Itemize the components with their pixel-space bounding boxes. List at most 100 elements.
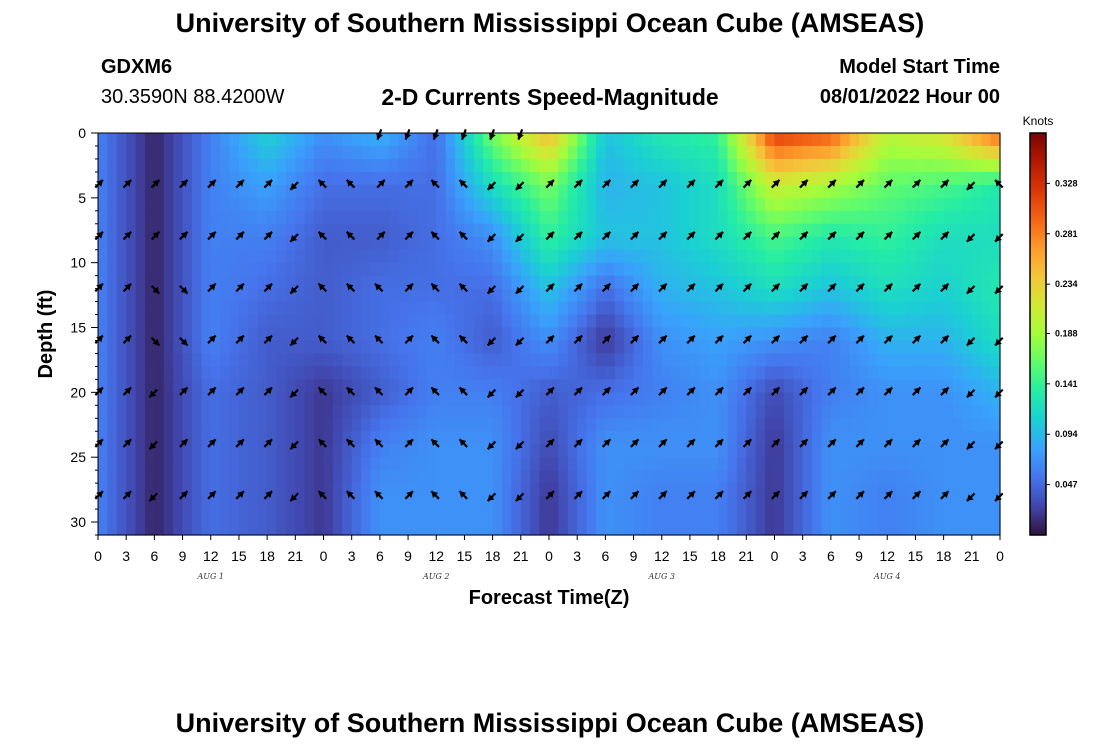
heatmap-cell [304,444,315,458]
heatmap-cell [492,275,503,290]
heatmap-cell [605,184,616,199]
heatmap-cell [116,405,127,419]
heatmap-cell [530,392,541,406]
heatmap-cell [783,262,794,277]
heatmap-cell [765,158,776,173]
heatmap-cell [605,509,616,523]
heatmap-cell [248,236,259,251]
heatmap-cell [755,288,766,303]
heatmap-cell [934,301,945,316]
heatmap-cell [549,223,559,238]
heatmap-cell [220,444,231,458]
heatmap-cell [154,522,165,536]
heatmap-cell [229,184,240,199]
heatmap-cell [661,301,672,316]
heatmap-cell [708,223,719,238]
heatmap-cell [417,470,428,484]
heatmap-cell [802,223,813,238]
current-arrow [742,334,753,344]
heatmap-cell [774,145,785,160]
heatmap-cell [483,509,494,523]
heatmap-cell [614,353,625,368]
heatmap-cell [868,171,879,186]
heatmap-cell [445,496,456,510]
heatmap-cell [943,327,954,342]
current-arrow [601,334,612,344]
heatmap-cell [699,197,710,212]
heatmap-cell [934,405,945,419]
heatmap-cell [210,275,221,290]
x-tick-label: 9 [404,548,412,564]
heatmap-cell [107,301,118,316]
heatmap-cell [549,509,559,523]
heatmap-cell [746,392,757,406]
heatmap-cell [962,223,973,238]
heatmap-cell [953,405,964,419]
heatmap-cell [389,405,400,419]
current-arrow [374,334,384,344]
heatmap-cell [238,496,249,510]
heatmap-cell [793,483,804,497]
heatmap-cell [210,340,221,355]
heatmap-cell [144,431,155,445]
current-arrow [771,334,781,344]
heatmap-cell [483,457,494,471]
heatmap-cell [990,483,1001,497]
current-arrow [458,386,468,396]
heatmap-cell [953,133,964,147]
heatmap-cell [238,223,249,238]
heatmap-cell [520,379,531,393]
heatmap-cell [455,327,466,342]
heatmap-cell [530,483,541,497]
heatmap-cell [473,171,484,186]
current-arrow [263,334,273,344]
heatmap-cell [361,197,372,212]
heatmap-cell [990,184,1001,199]
heatmap-cell [755,301,766,316]
heatmap-cell [934,145,945,160]
heatmap-cell [323,496,334,510]
heatmap-cell [276,327,287,342]
current-arrow [940,334,950,344]
heatmap-cell [210,171,221,186]
heatmap-cell [323,353,334,368]
heatmap-cell [633,184,644,199]
heatmap-cell [915,133,926,147]
heatmap-cell [906,275,917,290]
heatmap-cell [793,405,804,419]
current-arrow [289,285,299,295]
heatmap-cell [351,444,362,458]
heatmap-cell [558,444,569,458]
heatmap-cell [276,392,287,406]
heatmap-cell [953,509,964,523]
heatmap-cell [671,171,682,186]
heatmap-cell [736,483,747,497]
heatmap-cell [107,457,118,471]
heatmap-cell [173,340,184,355]
heatmap-cell [464,145,475,160]
heatmap-cell [689,470,700,484]
heatmap-cell [802,483,813,497]
heatmap-cell [953,197,964,212]
heatmap-cell [934,223,945,238]
heatmap-cell [379,249,390,264]
heatmap-cell [248,158,259,173]
heatmap-cell [267,184,278,199]
heatmap-cell [295,223,306,238]
heatmap-cell [351,262,362,277]
heatmap-cell [426,366,437,380]
heatmap-cell [736,522,747,536]
heatmap-cell [520,366,531,380]
heatmap-cell [342,223,353,238]
heatmap-cell [840,184,851,199]
heatmap-cell [455,223,466,238]
heatmap-cell [511,392,522,406]
heatmap-cell [765,288,776,303]
heatmap-cell [689,405,700,419]
heatmap-cell [511,496,522,510]
heatmap-cell [342,236,353,251]
heatmap-cell [671,262,682,277]
heatmap-cell [793,249,804,264]
heatmap-cell [502,366,513,380]
heatmap-cell [107,379,118,393]
